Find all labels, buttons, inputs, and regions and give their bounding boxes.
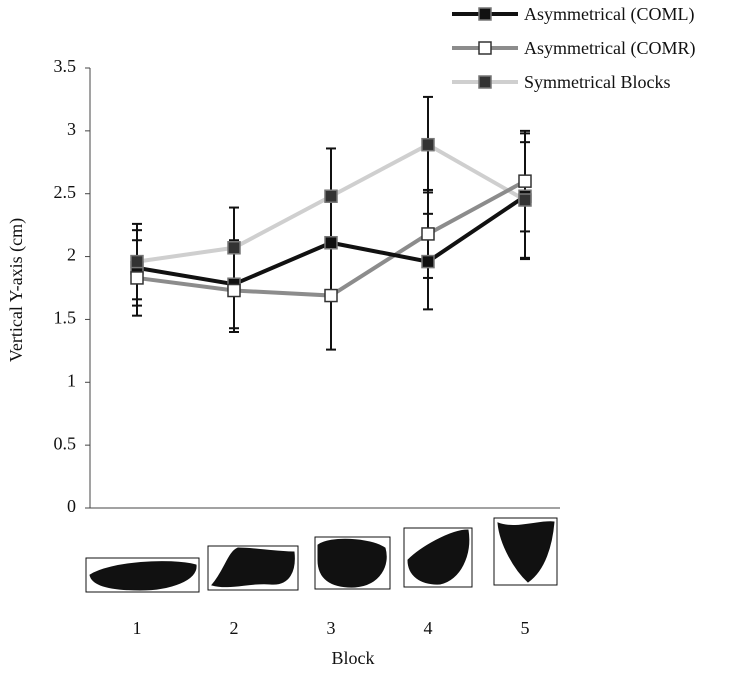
x-tick-label: 4 xyxy=(424,618,433,638)
marker xyxy=(324,189,338,203)
y-tick-label: 3.5 xyxy=(54,56,77,76)
marker xyxy=(130,254,144,269)
marker xyxy=(324,288,338,303)
y-tick-label: 0.5 xyxy=(54,433,77,453)
marker xyxy=(227,241,241,255)
legend-marker xyxy=(478,75,492,89)
marker xyxy=(227,283,241,298)
block-shapes xyxy=(85,517,558,593)
marker xyxy=(421,254,435,269)
y-axis-label: Vertical Y-axis (cm) xyxy=(6,218,27,362)
marker xyxy=(130,271,144,285)
marker xyxy=(421,227,435,241)
x-tick-label: 2 xyxy=(230,618,239,638)
y-tick-label: 2 xyxy=(67,245,76,265)
y-tick-label: 3 xyxy=(67,119,76,139)
legend-label: Asymmetrical (COML) xyxy=(524,4,694,25)
x-tick-label: 1 xyxy=(133,618,142,638)
legend-marker xyxy=(478,41,492,55)
legend-marker xyxy=(478,7,492,21)
x-axis-label: Block xyxy=(332,648,375,668)
marker xyxy=(518,193,532,207)
y-tick-label: 0 xyxy=(67,496,76,516)
marker xyxy=(518,174,532,188)
legend-label: Asymmetrical (COMR) xyxy=(524,38,695,59)
y-tick-label: 1.5 xyxy=(54,308,77,328)
y-tick-label: 2.5 xyxy=(54,182,77,202)
y-tick-label: 1 xyxy=(67,370,76,390)
legend-label: Symmetrical Blocks xyxy=(524,72,670,92)
marker xyxy=(421,137,435,152)
marker xyxy=(324,235,338,250)
x-tick-label: 3 xyxy=(327,618,336,638)
x-tick-label: 5 xyxy=(521,618,530,638)
